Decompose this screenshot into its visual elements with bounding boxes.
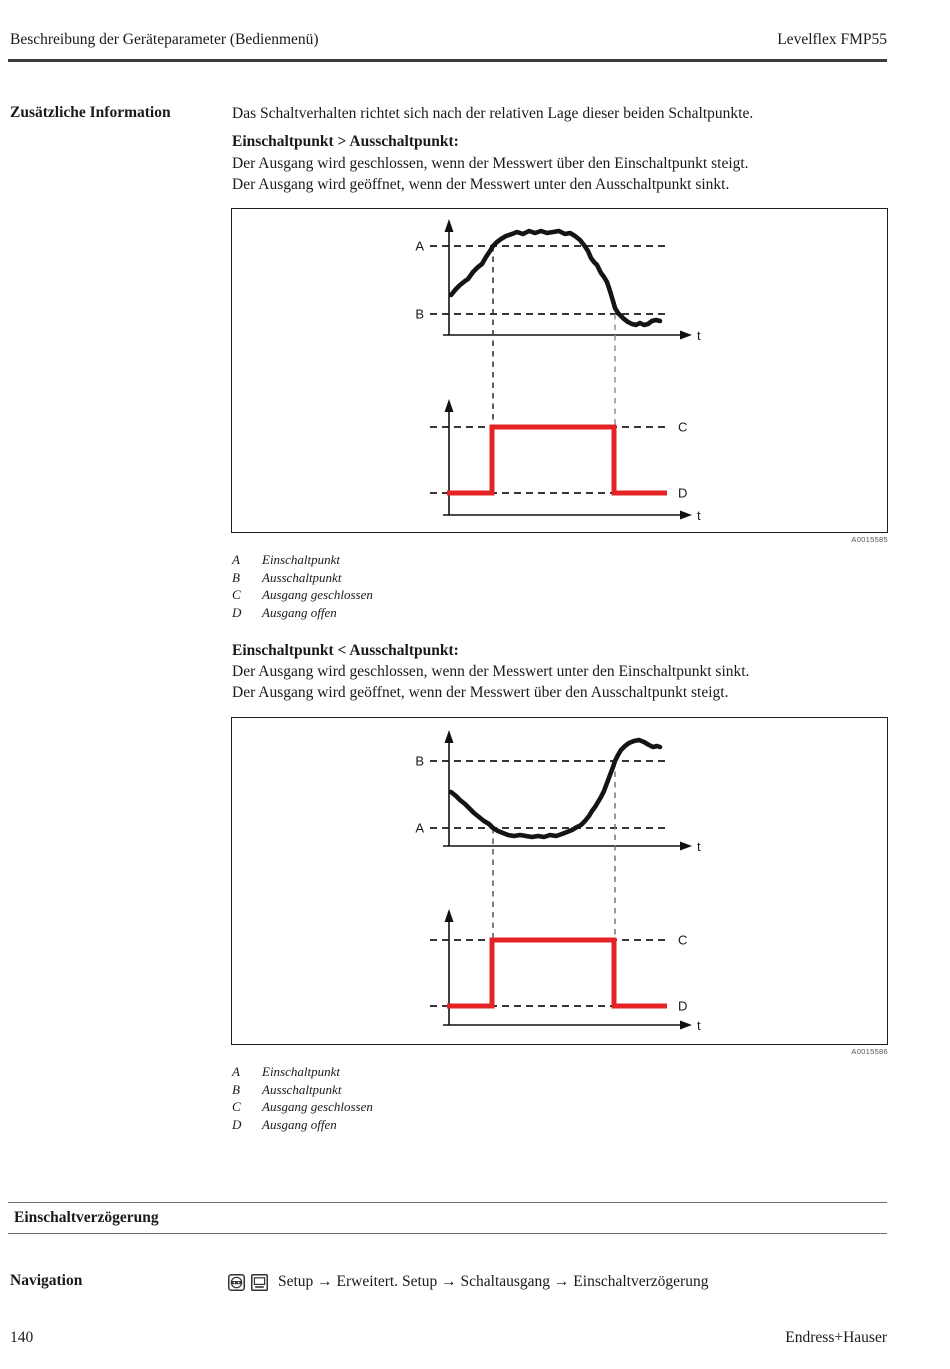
display-module-icon [228, 1273, 245, 1291]
case1-line2: Der Ausgang wird geöffnet, wenn der Mess… [232, 176, 730, 193]
operating-tool-icon [251, 1273, 268, 1291]
figure1-svg: t A B t C D [415, 219, 701, 523]
legend-key: C [232, 1099, 241, 1114]
legend-text: Ausschaltpunkt [262, 1081, 342, 1097]
figure1-legend: A Einschaltpunkt B Ausschaltpunkt C Ausgang… [232, 551, 373, 621]
navigation-path: Setup → Erweitert. Setup → Schaltausgang… [278, 1273, 709, 1290]
figure2-svg: t B A t C D [415, 730, 701, 1033]
figure2-legend: A Einschaltpunkt B Ausschaltpunkt C Ausgang… [232, 1063, 373, 1133]
param-title: Einschaltverzögerung [14, 1209, 159, 1226]
figure1-diagram: t A B t C D [231, 208, 888, 533]
legend-text: Einschaltpunkt [262, 1064, 340, 1079]
legend-text: Ausgang offen [262, 1116, 337, 1132]
legend-item: D Ausgang offen [232, 1116, 373, 1134]
page-footer: 140 Endress+Hauser [10, 1329, 887, 1347]
legend-text: Einschaltpunkt [262, 552, 340, 567]
publisher: Endress+Hauser [785, 1329, 887, 1346]
legend-key: D [232, 604, 242, 620]
legend-key: B [232, 569, 240, 585]
figure2-code: A0015586 [851, 1047, 888, 1056]
fig2-t-axis-label-2: t [697, 1018, 701, 1033]
fig1-signal-curve [448, 228, 663, 328]
fig2-t-axis-label: t [697, 839, 701, 854]
legend-key: A [232, 552, 240, 567]
figure2-diagram: t B A t C D [231, 717, 888, 1045]
fig1-label-c: C [678, 420, 687, 435]
navigation-label: Navigation [10, 1272, 83, 1289]
param-rule-bottom [8, 1233, 887, 1234]
case2-heading: Einschaltpunkt < Ausschaltpunkt: [232, 642, 459, 659]
fig1-measured-value-plot: t A B [415, 219, 701, 427]
fig2-switch-output-plot: t C D [430, 909, 701, 1033]
legend-key: B [232, 1081, 240, 1097]
header-rule [8, 59, 887, 62]
fig1-switch-output-plot: t C D [430, 399, 701, 523]
fig2-signal-curve [448, 737, 663, 840]
fig1-label-d: D [678, 486, 687, 501]
page-header-left: Beschreibung der Geräteparameter (Bedien… [10, 31, 319, 48]
legend-text: Ausgang offen [262, 604, 337, 620]
fig2-label-d: D [678, 999, 687, 1014]
fig1-output-pulse [447, 424, 667, 496]
legend-text: Ausgang geschlossen [262, 1099, 373, 1114]
legend-key: C [232, 587, 241, 602]
figure1-code: A0015585 [851, 535, 888, 544]
legend-item: B Ausschaltpunkt [232, 569, 373, 587]
case2-line1: Der Ausgang wird geschlossen, wenn der M… [232, 663, 750, 680]
fig2-label-b: B [415, 754, 424, 769]
fig1-t-axis-label: t [697, 328, 701, 343]
intro-text: Das Schaltverhalten richtet sich nach de… [232, 105, 754, 122]
legend-item: A Einschaltpunkt [232, 1063, 373, 1081]
fig2-label-c: C [678, 933, 687, 948]
page-header-right: Levelflex FMP55 [777, 31, 887, 48]
param-rule-top [8, 1202, 887, 1203]
fig1-label-b: B [415, 307, 424, 322]
page-number: 140 [10, 1329, 34, 1346]
legend-text: Ausschaltpunkt [262, 569, 342, 585]
legend-text: Ausgang geschlossen [262, 587, 373, 602]
page-header: Beschreibung der Geräteparameter (Bedien… [10, 31, 887, 49]
navigation-row: Setup → Erweitert. Setup → Schaltausgang… [228, 1273, 708, 1291]
legend-item: B Ausschaltpunkt [232, 1081, 373, 1099]
fig2-measured-value-plot: t B A [415, 730, 701, 940]
legend-key: A [232, 1064, 240, 1079]
case1-heading: Einschaltpunkt > Ausschaltpunkt: [232, 133, 459, 150]
fig2-output-pulse [447, 937, 667, 1009]
fig1-t-axis-label-2: t [697, 508, 701, 523]
section-label: Zusätzliche Information [10, 104, 171, 121]
case2-line2: Der Ausgang wird geöffnet, wenn der Mess… [232, 684, 729, 701]
fig1-label-a: A [415, 239, 424, 254]
legend-key: D [232, 1116, 242, 1132]
fig2-label-a: A [415, 821, 424, 836]
legend-item: D Ausgang offen [232, 604, 373, 622]
legend-item: C Ausgang geschlossen [232, 586, 373, 604]
legend-item: A Einschaltpunkt [232, 551, 373, 569]
legend-item: C Ausgang geschlossen [232, 1098, 373, 1116]
case1-line1: Der Ausgang wird geschlossen, wenn der M… [232, 155, 749, 172]
